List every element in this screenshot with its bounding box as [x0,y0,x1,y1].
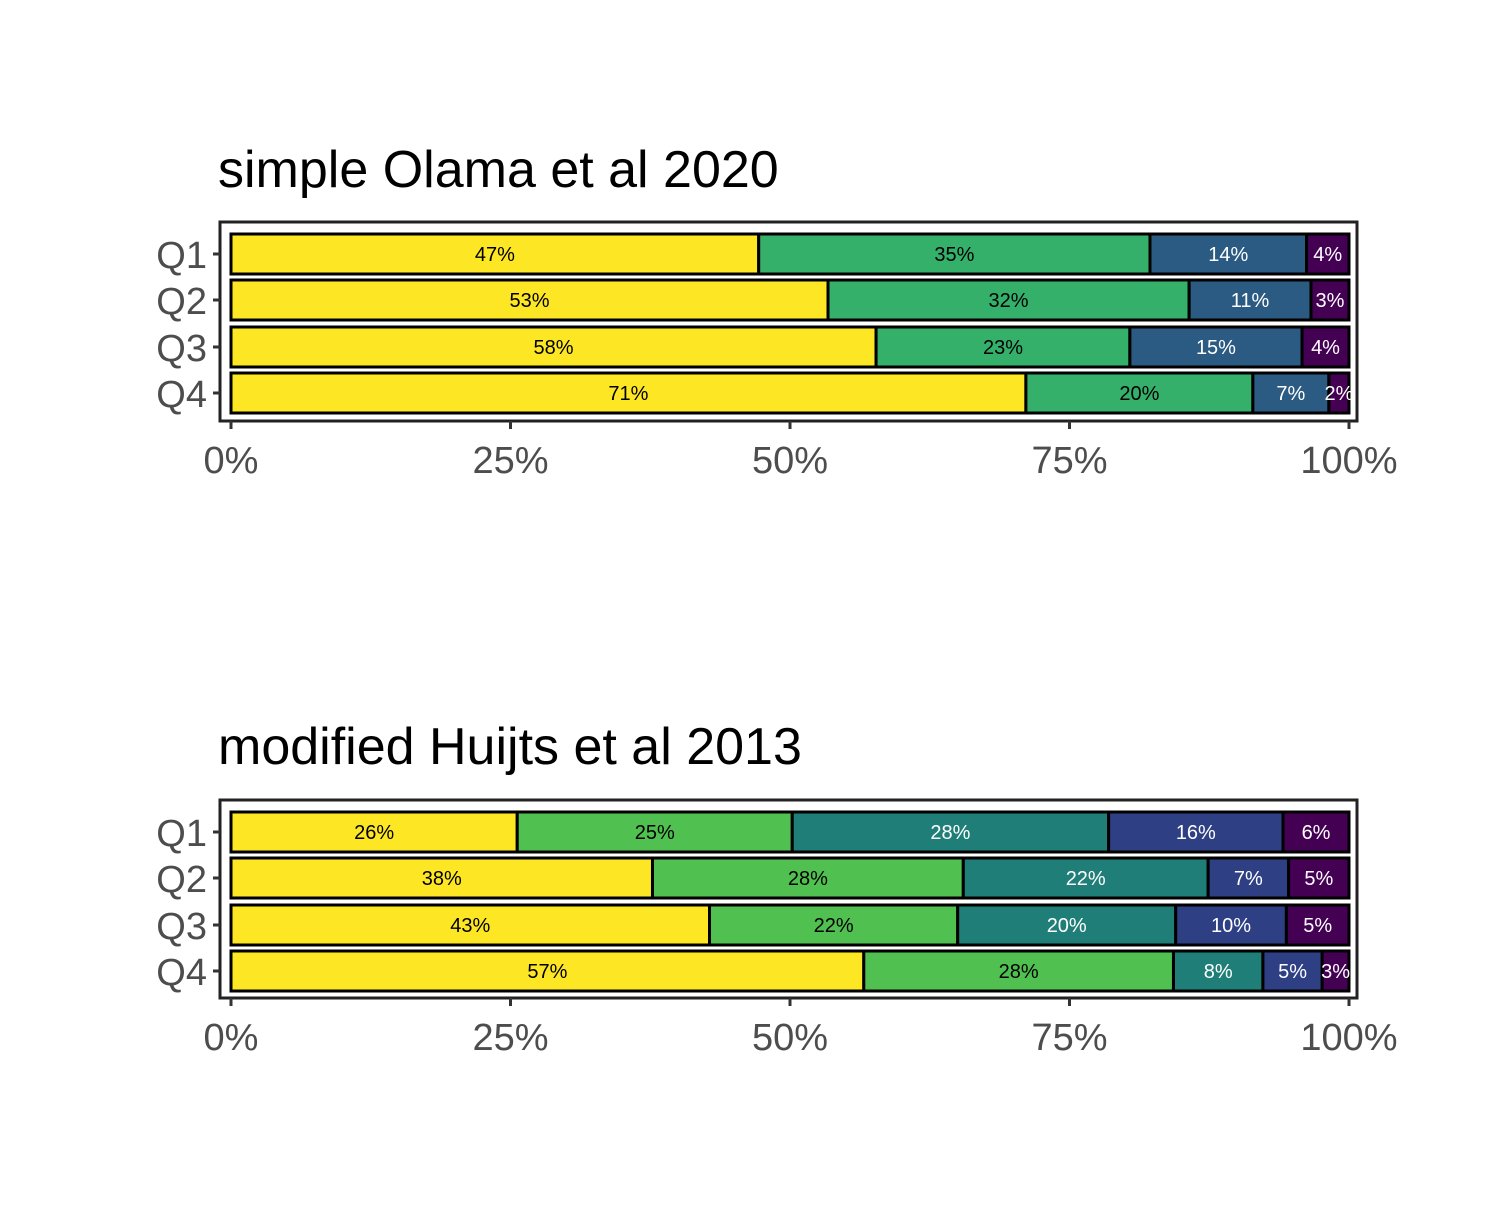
data-label: 35% [934,244,974,266]
x-tick-label: 50% [752,1017,828,1059]
x-tick-label: 75% [1031,440,1107,482]
bar-segment [826,278,1191,322]
data-label: 53% [509,290,549,312]
data-label: 5% [1303,915,1332,937]
chart-panel-1: simple Olama et al 2020 47% 35% 14% 4% 53% 32%… [156,141,1397,482]
y-tick-label: Q3 [156,906,207,948]
x-tick-label: 100% [1300,1017,1397,1059]
bar-segment [229,371,1028,415]
bar-segment [1174,903,1288,947]
bar-segment [1300,325,1351,369]
data-label: 22% [1066,868,1106,890]
bar-segment [1148,232,1309,276]
bar-segment [1305,232,1351,276]
data-label: 28% [788,868,828,890]
data-label: 22% [814,915,854,937]
data-label: 15% [1196,337,1236,359]
bar-segment [1281,810,1351,854]
data-label: 6% [1302,822,1331,844]
data-label: 57% [527,961,567,983]
y-tick-label: Q1 [156,813,207,855]
x-tick-label: 50% [752,440,828,482]
bar-segment [1107,810,1285,854]
bar-segment [1327,371,1351,415]
y-tick-label: Q4 [156,374,207,416]
data-label: 5% [1304,868,1333,890]
bar-segment [862,949,1175,993]
data-label: 25% [635,822,675,844]
data-label: 3% [1316,290,1345,312]
data-label: 38% [422,868,462,890]
data-label: 58% [534,337,574,359]
y-tick-label: Q4 [156,952,207,994]
chart-panel-2: modified Huijts et al 2013 26% 25% 28% 16% 6%… [156,718,1397,1059]
data-label: 23% [983,337,1023,359]
data-label: 7% [1234,868,1263,890]
data-label: 11% [1231,290,1270,312]
bar-segment [1287,856,1351,900]
data-label: 20% [1047,915,1087,937]
bar-segment [790,810,1111,854]
bar-segment [1320,949,1351,993]
data-label: 7% [1276,383,1305,405]
y-tick-label: Q3 [156,328,207,370]
x-tick-label: 25% [472,1017,548,1059]
data-label: 26% [354,822,394,844]
data-label: 10% [1211,915,1251,937]
chart-title: modified Huijts et al 2013 [218,718,802,776]
bar-segment [229,810,519,854]
data-label: 8% [1204,961,1233,983]
bar-segment [708,903,960,947]
bar-segment [650,856,965,900]
bar-segment [1251,371,1331,415]
y-tick-label: Q2 [156,281,207,323]
bar-segment [1309,278,1351,322]
data-label: 32% [989,290,1029,312]
bar-segment [956,903,1178,947]
x-tick-label: 0% [204,440,259,482]
data-label: 16% [1176,822,1216,844]
bar-segment [229,232,761,276]
data-label: 4% [1313,244,1342,266]
bar-segment [229,278,830,322]
x-tick-label: 25% [472,440,548,482]
bar-segment [1024,371,1255,415]
data-label: 20% [1119,383,1159,405]
y-tick-label: Q1 [156,235,207,277]
x-tick-label: 100% [1300,440,1397,482]
data-label: 71% [608,383,648,405]
data-label: 43% [450,915,490,937]
data-label: 47% [475,244,515,266]
data-label: 5% [1278,961,1307,983]
chart-title: simple Olama et al 2020 [218,141,779,199]
data-label: 3% [1321,961,1350,983]
data-label: 28% [930,822,970,844]
y-tick-label: Q2 [156,859,207,901]
x-tick-label: 0% [204,1017,259,1059]
bar-segment [229,949,866,993]
bar-segment [961,856,1210,900]
x-tick-label: 75% [1031,1017,1107,1059]
data-label: 28% [999,961,1039,983]
data-label: 4% [1311,337,1340,359]
bar-segment [874,325,1132,369]
data-label: 14% [1208,244,1248,266]
bar-segment [1284,903,1351,947]
bar-segment [229,903,712,947]
bar-segment [1128,325,1304,369]
data-label: 2% [1324,383,1353,405]
bar-segment [757,232,1152,276]
